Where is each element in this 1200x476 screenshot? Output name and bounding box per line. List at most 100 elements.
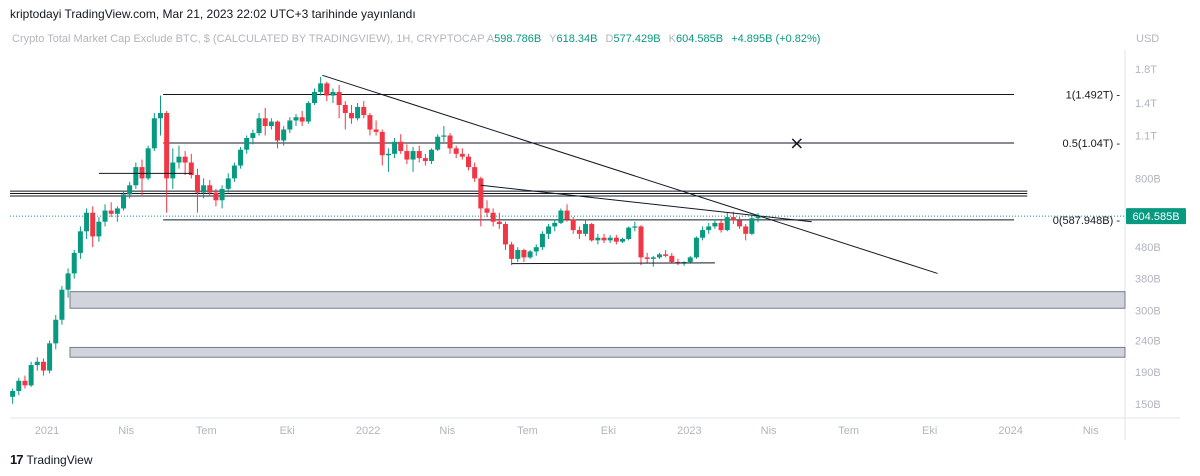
candle-body <box>28 365 34 386</box>
candle-body <box>379 131 385 156</box>
candle-body <box>632 226 638 228</box>
candle-body <box>558 210 564 223</box>
candle-body <box>127 185 133 195</box>
candle-body <box>34 361 40 366</box>
published-by-text: kriptodayi TradingView.com, Mar 21, 2023… <box>10 7 416 21</box>
trendline <box>511 262 715 265</box>
x-tick-label: Nis <box>439 425 455 437</box>
candle-body <box>244 137 250 150</box>
candle-body <box>114 208 120 214</box>
candle-body <box>613 237 619 242</box>
candle-body <box>638 226 644 258</box>
candle-body <box>176 156 182 163</box>
trendlines <box>98 74 938 274</box>
candle-body <box>404 151 410 160</box>
candle-body <box>164 113 170 179</box>
y-tick-label: 1.8T <box>1135 64 1157 76</box>
trendline <box>322 74 938 274</box>
candle-body <box>416 151 422 159</box>
y-tick-label: 240B <box>1135 336 1161 348</box>
candle-body <box>687 257 693 262</box>
candle-body <box>576 230 582 234</box>
candle-body <box>712 222 718 227</box>
candle-body <box>268 121 274 127</box>
x-tick-label: Tem <box>517 425 538 437</box>
x-tick-label: Nis <box>118 425 134 437</box>
candle-body <box>262 118 268 127</box>
candle-body <box>305 103 311 122</box>
cross-marker: × <box>789 133 804 154</box>
candle-body <box>552 222 558 227</box>
candle-body <box>238 149 244 166</box>
candle-body <box>459 153 465 157</box>
x-tick-label: Eki <box>280 425 295 437</box>
x-tick-label: 2023 <box>677 425 701 437</box>
candle-body <box>502 224 508 245</box>
candle-body <box>139 167 145 179</box>
candle-body <box>453 148 459 154</box>
candle-body <box>583 224 589 234</box>
candle-body <box>16 380 22 391</box>
candle-body <box>90 212 96 237</box>
candle-body <box>385 153 391 156</box>
candle-body <box>650 257 656 259</box>
candle-body <box>287 120 293 130</box>
candle-body <box>157 113 163 119</box>
candle-body <box>102 210 108 222</box>
fib-level-label: 1(1.492T) - <box>1066 89 1121 101</box>
candle-body <box>515 250 521 259</box>
symbol-title[interactable]: Crypto Total Market Cap Exclude BTC, $ (… <box>12 33 485 45</box>
candle-body <box>663 254 669 256</box>
candle-body <box>447 135 453 149</box>
candle-body <box>219 188 225 201</box>
support-zone <box>69 291 1126 309</box>
candle-body <box>133 167 139 186</box>
ohlc-low-value: 577.429B <box>613 33 661 45</box>
candle-body <box>527 251 533 258</box>
candle-body <box>700 230 706 238</box>
candle-body <box>737 220 743 227</box>
symbol-legend: Crypto Total Market Cap Exclude BTC, $ (… <box>12 33 825 45</box>
candle-body <box>65 273 71 290</box>
fib-level-label: 0(587.948B) - <box>1053 215 1121 227</box>
axes: 2021 Nis Tem Eki 2022 Nis Tem Eki 2023 Nis Tem Eki 2… <box>10 50 1180 440</box>
y-tick-label: 800B <box>1135 173 1161 185</box>
candle-body <box>22 380 28 386</box>
candle-body <box>509 244 515 259</box>
candle-body <box>194 175 200 193</box>
marker: × <box>789 133 804 154</box>
candle-body <box>84 212 90 232</box>
candle-body <box>706 226 712 231</box>
candle-body <box>342 104 348 114</box>
candle-body <box>250 133 256 138</box>
candle-body <box>71 252 77 274</box>
y-tick-label: 190B <box>1135 367 1161 379</box>
candle-body <box>564 210 570 220</box>
ohlc-close-value: 604.585B <box>675 33 724 45</box>
x-tick-label: Eki <box>922 425 937 437</box>
currency-label[interactable]: USD <box>1136 33 1160 45</box>
candle-body <box>151 118 157 149</box>
candle-body <box>478 178 484 209</box>
candle-body <box>108 210 114 214</box>
tradingview-logo[interactable]: 17 TradingView <box>10 452 93 467</box>
candle-body <box>201 185 207 193</box>
candle-body <box>324 83 330 96</box>
candle-body <box>281 129 287 141</box>
candle-body <box>496 221 502 225</box>
candle-body <box>472 167 478 179</box>
candle-body <box>275 121 281 141</box>
candle-body <box>231 165 237 179</box>
candle-body <box>293 117 299 121</box>
candle-body <box>490 212 496 222</box>
candle-body <box>730 217 736 221</box>
candle-body <box>256 118 262 134</box>
candle-body <box>718 222 724 231</box>
candle-body <box>392 141 398 154</box>
support-zones <box>69 291 1126 358</box>
candle-body <box>367 115 373 130</box>
candle-body <box>441 135 447 137</box>
last-price-group: 604.585B <box>10 208 1186 225</box>
